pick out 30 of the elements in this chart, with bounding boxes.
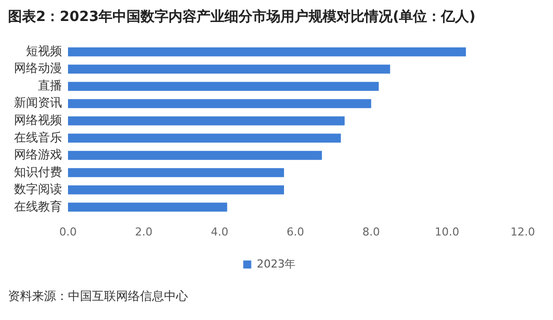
bar [68, 185, 284, 194]
y-tick-label: 在线音乐 [14, 130, 62, 144]
bar [68, 64, 390, 74]
legend-label: 2023年 [256, 257, 296, 270]
y-tick-label: 网络动漫 [14, 61, 62, 76]
y-tick-label: 直播 [38, 78, 62, 92]
x-tick-label: 8.0 [362, 225, 380, 238]
y-tick-label: 短视频 [26, 44, 62, 58]
x-tick-label: 4.0 [210, 225, 228, 238]
y-tick-label: 数字阅读 [14, 182, 62, 196]
y-tick-label: 网络游戏 [14, 148, 62, 162]
y-tick-label: 在线教育 [14, 199, 62, 214]
x-tick-label: 2.0 [135, 225, 153, 238]
chart-title: 图表2：2023年中国数字内容产业细分市场用户规模对比情况(单位：亿人) [8, 8, 477, 26]
bar [68, 202, 228, 212]
x-tick-label: 0.0 [59, 225, 77, 238]
bar [68, 82, 379, 91]
x-tick-label: 6.0 [286, 225, 304, 238]
bar [68, 134, 341, 143]
y-tick-label: 新闻资讯 [14, 96, 62, 110]
bar [68, 150, 322, 160]
bar [68, 116, 345, 126]
bar [68, 99, 372, 108]
x-tick-label: 10.0 [434, 225, 460, 238]
y-tick-label: 网络视频 [14, 112, 62, 127]
x-tick-label: 12.0 [510, 225, 536, 238]
bar [68, 47, 466, 56]
bar [68, 168, 284, 178]
text: 资料来源：中国互联网络信息中心 [8, 288, 189, 305]
y-tick-label: 知识付费 [14, 164, 62, 179]
